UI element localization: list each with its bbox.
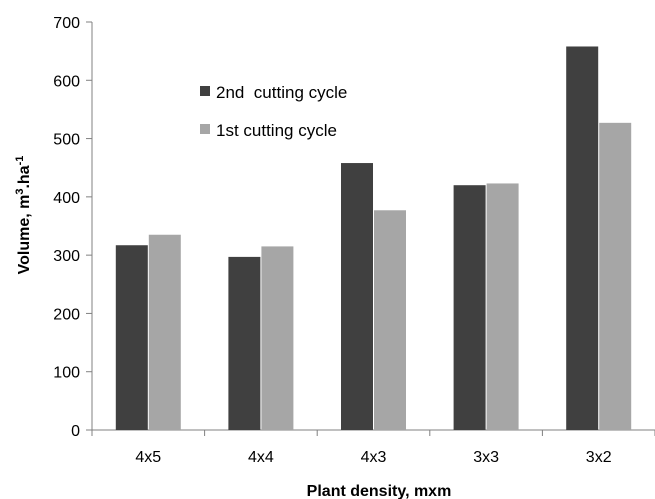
- legend-label-1st-cycle: 1st cutting cycle: [216, 121, 337, 140]
- bar-1st-cycle-4x5: [148, 234, 181, 430]
- x-tick-label: 3x2: [586, 449, 612, 466]
- bar-1st-cycle-4x4: [261, 246, 294, 430]
- x-tick-label: 4x4: [248, 449, 274, 466]
- y-axis: 0 100 200 300 400 500 600 700: [53, 15, 93, 440]
- y-tick-label: 0: [71, 423, 80, 440]
- x-axis: 4x5 4x4 4x3 3x3 3x2: [91, 429, 655, 466]
- x-tick-label: 4x3: [361, 449, 387, 466]
- x-tick-label: 3x3: [473, 449, 499, 466]
- legend-swatch-1st-cycle: [200, 124, 210, 134]
- x-axis-title: Plant density, mxm: [307, 483, 452, 499]
- y-axis-title: Volume, m3.ha-1: [14, 156, 33, 275]
- legend-swatch-2nd-cycle: [200, 86, 210, 96]
- bar-2nd-cycle-4x5: [115, 245, 148, 430]
- legend: 2nd cutting cycle 1st cutting cycle: [200, 83, 347, 140]
- y-tick-label: 100: [53, 365, 80, 382]
- legend-label-2nd-cycle: 2nd cutting cycle: [216, 83, 347, 102]
- x-tick-label: 4x5: [135, 449, 161, 466]
- bar-2nd-cycle-4x4: [228, 256, 261, 430]
- y-tick-label: 300: [53, 248, 80, 265]
- bar-2nd-cycle-3x2: [566, 46, 599, 430]
- y-tick-label: 200: [53, 306, 80, 323]
- bar-2nd-cycle-3x3: [453, 185, 486, 430]
- y-tick-label: 700: [53, 15, 80, 32]
- bar-1st-cycle-3x3: [486, 183, 519, 430]
- bars: [115, 46, 632, 430]
- y-tick-label: 400: [53, 190, 80, 207]
- bar-2nd-cycle-4x3: [341, 163, 373, 430]
- bar-1st-cycle-4x3: [374, 210, 406, 430]
- bar-1st-cycle-3x2: [599, 122, 632, 430]
- y-tick-label: 500: [53, 132, 80, 149]
- y-tick-label: 600: [53, 73, 80, 90]
